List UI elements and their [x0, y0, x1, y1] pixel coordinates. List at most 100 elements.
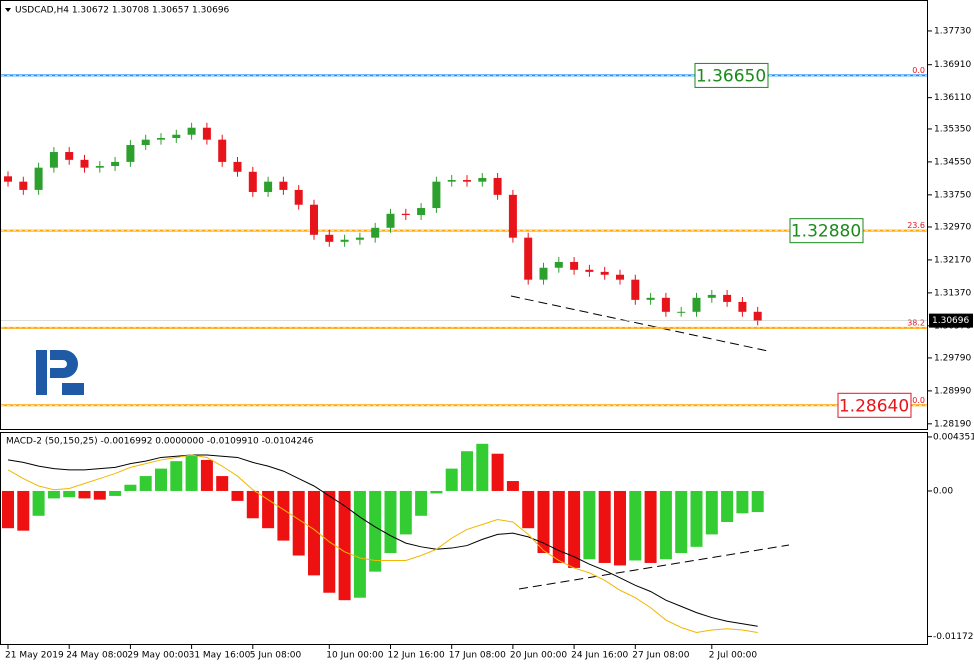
histogram-bar: [583, 490, 596, 560]
candle-body: [355, 237, 364, 240]
candle-body: [386, 213, 395, 228]
candle-body: [34, 167, 43, 190]
candle-body: [524, 237, 533, 280]
x-tick-label: 21 May 2019: [5, 651, 64, 661]
histogram-bar: [675, 490, 688, 554]
histogram-bar: [32, 490, 45, 516]
x-tick-label: 31 May 16:00: [189, 651, 251, 661]
candle-body: [478, 177, 487, 182]
candle-body: [141, 139, 150, 146]
menu-arrow[interactable]: [5, 8, 11, 12]
candle-body: [570, 261, 579, 270]
histogram-bar: [736, 490, 749, 514]
y-tick-label: 1.31370: [934, 288, 971, 298]
histogram-bar: [93, 490, 106, 500]
macd-title: MACD-2 (50,150,25) -0.0016992 0.0000000 …: [6, 437, 314, 447]
y-tick-label: 1.33750: [934, 190, 971, 200]
level-label: 1.32880: [791, 222, 861, 242]
y-tick-label: 1.28190: [934, 419, 971, 429]
histogram-bar: [308, 490, 320, 576]
y-tick-label: 1.34550: [934, 157, 971, 167]
histogram-bar: [200, 459, 213, 491]
candle-body: [19, 181, 28, 190]
histogram-bar: [170, 461, 183, 491]
histogram-bar: [216, 476, 229, 491]
candle-body: [585, 269, 594, 272]
y-tick-label: 1.36910: [934, 60, 971, 70]
x-tick-label: 24 May 08:00: [66, 651, 128, 661]
fib-label: 50.0: [907, 396, 925, 405]
candle-body: [95, 166, 104, 168]
candle-body: [646, 297, 655, 300]
macd-line: [7, 454, 758, 627]
histogram-bar: [185, 454, 198, 491]
histogram-bar: [461, 451, 473, 491]
histogram-bar: [124, 484, 137, 491]
histogram-bar: [63, 490, 76, 498]
candle-body: [111, 161, 120, 167]
histogram-bar: [522, 490, 535, 529]
histogram-bar: [353, 490, 366, 598]
histogram-bar: [78, 490, 91, 499]
histogram-bar: [231, 490, 244, 501]
candle-body: [432, 181, 441, 209]
x-tick-label: 29 May 00:00: [127, 651, 189, 661]
x-tick-label: 2 Jul 00:00: [709, 651, 758, 661]
candle-body: [600, 271, 609, 275]
candle-body: [692, 297, 701, 312]
candle-body: [493, 177, 502, 195]
candle-body: [631, 279, 640, 300]
histogram-bar: [155, 468, 167, 491]
level-label-box: [789, 218, 864, 244]
last-price-box: [929, 313, 973, 328]
level-label-box: [694, 62, 769, 88]
candle-body: [248, 171, 257, 192]
candle-body: [80, 159, 89, 168]
price-title: USDCAD,H4 1.30672 1.30708 1.30657 1.3069…: [15, 6, 230, 16]
histogram-bar: [415, 490, 428, 516]
histogram-bar: [445, 468, 458, 491]
candle-body: [325, 234, 334, 242]
histogram-bar: [690, 490, 703, 547]
candle-body: [463, 180, 471, 182]
candle-body: [539, 267, 548, 280]
candle-body: [508, 194, 517, 238]
y-tick-label: 1.32170: [934, 255, 971, 265]
histogram-bar: [552, 490, 565, 563]
fib-label: 0.0: [912, 66, 925, 75]
histogram-bar: [751, 490, 764, 513]
histogram-bar: [476, 443, 489, 491]
y-tick-label: 1.28990: [934, 386, 971, 396]
y-tick-label: 0.00: [933, 486, 953, 496]
y-tick-label: 1.32970: [934, 222, 971, 232]
y-tick-label: 1.36110: [934, 93, 971, 103]
candle-body: [294, 189, 303, 205]
histogram-bar: [399, 490, 412, 535]
histogram-bar: [506, 481, 519, 491]
histogram-bar: [629, 490, 642, 561]
histogram-bar: [292, 490, 305, 556]
trendline: [510, 295, 769, 352]
candle-body: [661, 297, 670, 312]
x-tick-label: 24 Jun 16:00: [571, 651, 628, 661]
candle-body: [233, 161, 242, 172]
histogram-bar: [721, 490, 734, 522]
histogram-bar: [430, 490, 443, 494]
fib-label: 23.6: [907, 221, 925, 230]
candle-body: [4, 176, 12, 182]
last-price: 1.30696: [932, 316, 969, 326]
candle-body: [65, 152, 74, 160]
logo: [36, 350, 84, 395]
candle-body: [172, 134, 181, 139]
y-tick-label: -0.0117210: [933, 632, 974, 642]
y-tick-label: 0.0043517: [933, 432, 974, 442]
fib-label: 38.2: [907, 318, 925, 327]
histogram-bar: [17, 490, 30, 531]
histogram-bar: [47, 490, 60, 499]
candle-body: [707, 294, 716, 298]
x-tick-label: 20 Jun 00:00: [510, 651, 567, 661]
histogram-bar: [262, 490, 275, 529]
trendline: [518, 544, 790, 590]
y-tick-label: 1.29790: [934, 353, 971, 363]
